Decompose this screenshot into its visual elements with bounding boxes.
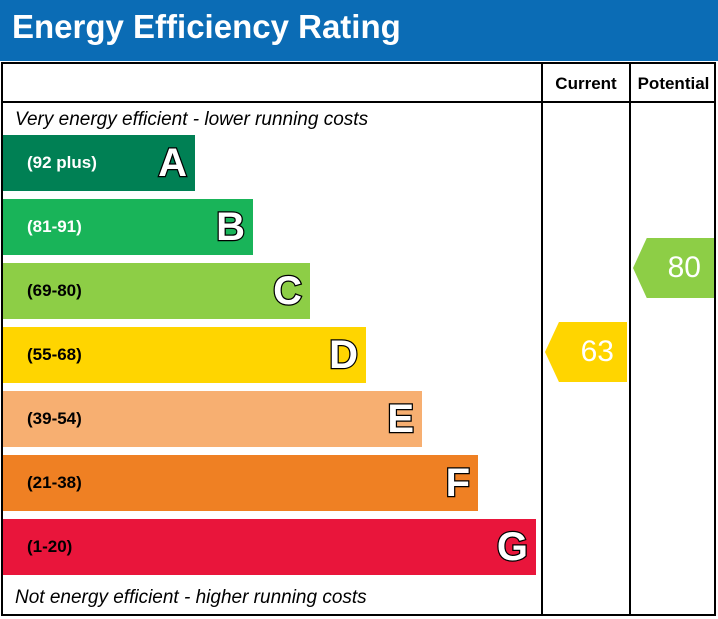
header-row-divider <box>1 101 716 103</box>
band-e-range: (39-54) <box>27 409 82 428</box>
caption-bottom: Not energy efficient - higher running co… <box>15 587 367 608</box>
band-g-letter: G <box>496 525 530 569</box>
band-b: (81-91) B <box>3 199 253 255</box>
band-d: (55-68) D <box>3 327 366 383</box>
band-e: (39-54) E <box>3 391 422 447</box>
band-g: (1-20) G <box>3 519 536 575</box>
band-c-letter: C <box>272 269 303 313</box>
band-e-letter: E <box>386 397 415 441</box>
caption-top: Very energy efficient - lower running co… <box>15 109 369 130</box>
band-b-letter: B <box>215 205 246 249</box>
current-rating-arrow: 63 <box>545 322 627 382</box>
potential-rating-value: 80 <box>667 251 701 284</box>
band-f: (21-38) F <box>3 455 478 511</box>
band-d-letter: D <box>328 333 359 377</box>
band-a: (92 plus) A <box>3 135 195 191</box>
potential-rating-arrow: 80 <box>633 238 714 298</box>
column-header-potential: Potential <box>637 74 710 93</box>
band-a-letter: A <box>157 141 188 185</box>
band-d-range: (55-68) <box>27 345 82 364</box>
band-c: (69-80) C <box>3 263 310 319</box>
column-header-current: Current <box>555 74 617 93</box>
potential-column-divider <box>629 62 631 616</box>
band-c-range: (69-80) <box>27 281 82 300</box>
band-f-letter: F <box>444 461 471 505</box>
page-title: Energy Efficiency Rating <box>12 8 401 45</box>
current-column-divider <box>541 62 543 616</box>
chart-table-frame <box>1 62 716 616</box>
title-bar: Energy Efficiency Rating <box>0 0 718 61</box>
band-f-range: (21-38) <box>27 473 82 492</box>
band-g-range: (1-20) <box>27 537 73 556</box>
band-b-range: (81-91) <box>27 217 82 236</box>
current-rating-value: 63 <box>580 335 614 368</box>
band-a-range: (92 plus) <box>27 153 97 172</box>
